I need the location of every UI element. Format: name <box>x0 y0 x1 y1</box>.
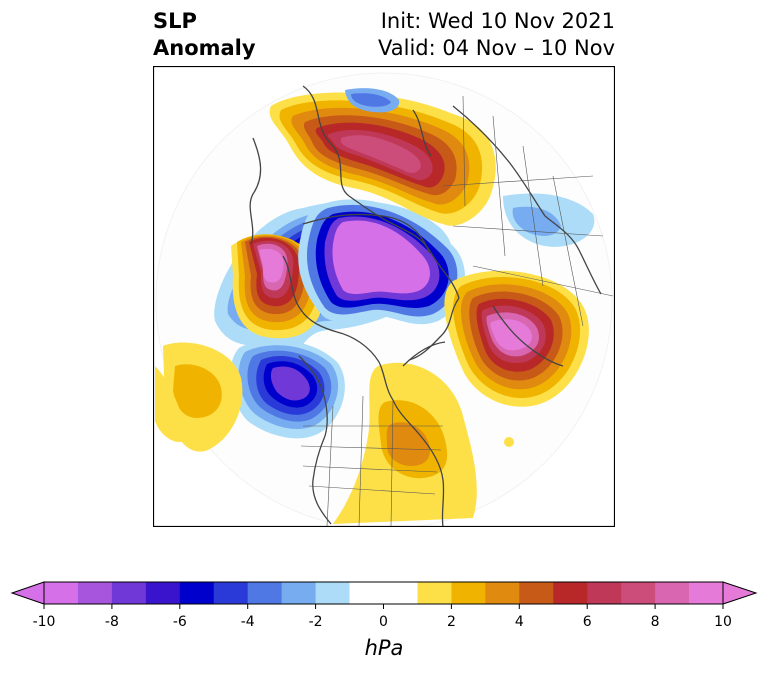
map-frame <box>153 66 615 527</box>
colorbar-segment <box>179 582 215 604</box>
title-variable: SLP <box>153 9 197 33</box>
colorbar-segment <box>655 582 690 604</box>
anomaly-map <box>153 66 615 527</box>
coastlines <box>249 85 602 527</box>
colorbar-segment <box>519 582 554 604</box>
colorbar-segment <box>689 582 724 604</box>
colorbar-segment <box>553 582 588 604</box>
colorbar-tick-label: 0 <box>379 614 388 630</box>
colorbar-tick-label: 10 <box>714 614 732 630</box>
high-north-america <box>333 362 477 524</box>
title-right: Init: Wed 10 Nov 2021 Valid: 04 Nov – 10… <box>378 8 615 62</box>
colorbar-tick-label: -4 <box>241 614 255 630</box>
valid-range: Valid: 04 Nov – 10 Nov <box>378 36 615 60</box>
low-europe <box>345 88 400 113</box>
colorbar-tick-label: -8 <box>105 614 119 630</box>
colorbar-tick-label: 8 <box>651 614 660 630</box>
colorbar-extend-max <box>722 581 758 605</box>
colorbar: -10 -8 -6 -4 -2 0 2 4 6 8 10 <box>10 581 758 630</box>
low-alaska <box>230 339 345 439</box>
title-left: SLP Anomaly <box>153 8 256 62</box>
small-anomaly <box>504 437 514 447</box>
colorbar-tick-label: -10 <box>33 614 56 630</box>
colorbar-tick-label: -2 <box>309 614 323 630</box>
colorbar-extend-min <box>10 581 45 605</box>
colorbar-tick-label: 2 <box>447 614 456 630</box>
colorbar-segment <box>111 582 147 604</box>
colorbar-unit-label: hPa <box>364 636 404 660</box>
colorbar-segment <box>44 582 79 604</box>
title-type: Anomaly <box>153 36 256 60</box>
high-eurasia <box>269 92 496 226</box>
colorbar-segment <box>587 582 622 604</box>
colorbar-tick-label: 6 <box>583 614 592 630</box>
high-south <box>155 366 189 442</box>
colorbar-segment <box>213 582 249 604</box>
colorbar-tick-label: 4 <box>515 614 524 630</box>
colorbar-segment <box>77 582 113 604</box>
colorbar-segment <box>349 582 384 604</box>
init-date: Init: Wed 10 Nov 2021 <box>380 9 615 33</box>
colorbar-segment <box>383 582 418 604</box>
colorbar-segment <box>485 582 520 604</box>
colorbar-segment <box>451 582 486 604</box>
colorbar-segment <box>281 582 317 604</box>
high-west-pacific <box>444 270 589 407</box>
colorbar-segment <box>145 582 181 604</box>
colorbar-segment <box>315 582 351 604</box>
colorbar-segment <box>247 582 283 604</box>
low-east-asia <box>503 193 595 247</box>
colorbar-tick-label: -6 <box>173 614 187 630</box>
country-borders <box>300 95 614 527</box>
colorbar-segment <box>621 582 656 604</box>
low-arctic <box>298 199 465 325</box>
colorbar-segment <box>417 582 452 604</box>
